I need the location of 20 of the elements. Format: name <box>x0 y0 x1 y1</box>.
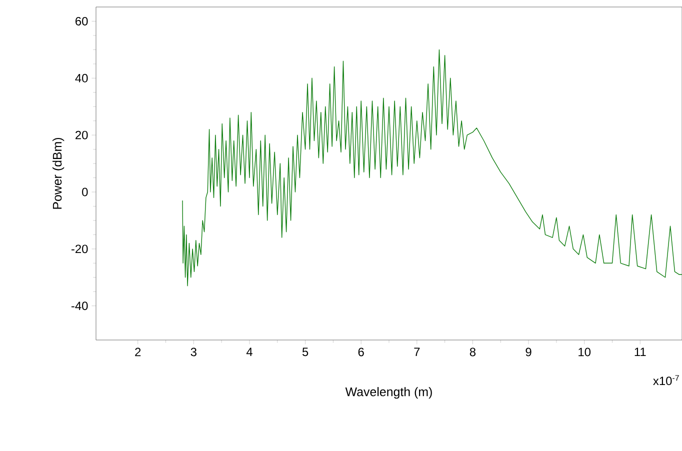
y-tick-label: -20 <box>71 244 88 254</box>
x-tick-label: 11 <box>634 348 646 356</box>
x-tick-label: 8 <box>470 348 476 356</box>
x-tick-label: 7 <box>414 348 420 356</box>
x-tick-label: 2 <box>135 348 141 356</box>
y-tick-label: -40 <box>71 302 88 310</box>
y-tick-label: 60 <box>76 16 88 26</box>
y-axis-title: Power (dBm) <box>52 138 64 209</box>
line-series <box>182 49 682 286</box>
x-tick-label: 6 <box>358 348 364 356</box>
x-axis-title: Wavelength (m) <box>345 387 432 399</box>
x-tick-label: 10 <box>578 348 591 356</box>
y-tick-label: 40 <box>75 74 88 82</box>
text: x10$^{-7}$ <box>653 375 679 386</box>
x-tick-label: 3 <box>190 348 196 356</box>
y-tick-label: 0 <box>82 188 88 196</box>
y-tick-label: 20 <box>76 130 88 140</box>
x-tick-label: 4 <box>246 348 252 356</box>
x-tick-label: 9 <box>526 348 532 356</box>
x-tick-label: 5 <box>302 348 308 356</box>
